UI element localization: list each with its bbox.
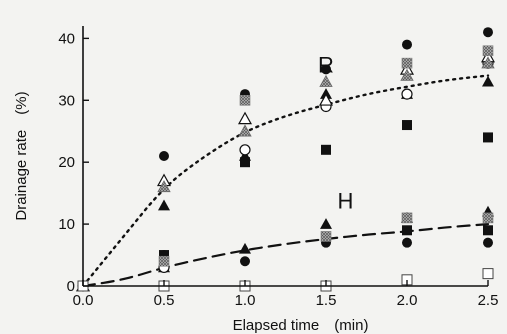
point-filled-square bbox=[402, 225, 412, 236]
point-filled-circle bbox=[483, 237, 493, 248]
point-filled-square bbox=[321, 144, 331, 155]
point-filled-square bbox=[483, 225, 493, 236]
x-tick-label: 1.5 bbox=[316, 292, 337, 309]
point-hatched-square bbox=[158, 255, 170, 267]
point-hatched-square bbox=[239, 94, 251, 106]
point-hatched-square bbox=[482, 212, 494, 224]
point-filled-square bbox=[159, 250, 169, 261]
x-tick-label: 0.0 bbox=[73, 292, 94, 309]
point-open-triangle bbox=[318, 93, 334, 106]
x-axis-ticks: 0.0 0.5 1.0 1.5 2.0 2.5 bbox=[73, 280, 499, 309]
point-hatched-triangle bbox=[481, 56, 495, 69]
point-hatched-triangle bbox=[400, 68, 414, 81]
point-filled-square bbox=[483, 132, 493, 143]
point-filled-circle bbox=[483, 27, 493, 38]
point-open-square bbox=[482, 268, 494, 280]
y-tick-label: 40 bbox=[58, 30, 75, 47]
point-filled-circle bbox=[402, 237, 412, 248]
y-axis-ticks: 0 10 20 30 40 bbox=[58, 30, 89, 295]
point-filled-circle bbox=[402, 39, 412, 50]
point-filled-square bbox=[402, 120, 412, 131]
x-tick-label: 2.5 bbox=[478, 292, 499, 309]
point-hatched-triangle bbox=[238, 124, 252, 137]
point-filled-triangle bbox=[482, 75, 494, 87]
point-hatched-square bbox=[401, 212, 413, 224]
point-open-circle bbox=[401, 88, 413, 100]
curve-r bbox=[81, 74, 490, 288]
point-hatched-square bbox=[320, 231, 332, 242]
point-hatched-square bbox=[482, 45, 494, 57]
point-hatched-triangle bbox=[157, 180, 171, 193]
curve-label-r: R bbox=[318, 52, 334, 77]
fitted-curves bbox=[81, 74, 490, 288]
y-tick-label: 30 bbox=[58, 92, 75, 109]
x-axis-title: Elapsed time (min) bbox=[233, 317, 369, 334]
x-tick-label: 2.0 bbox=[397, 292, 418, 309]
point-filled-circle bbox=[240, 256, 250, 267]
point-filled-triangle bbox=[239, 242, 251, 254]
point-open-triangle bbox=[237, 111, 253, 125]
point-open-circle bbox=[239, 144, 251, 156]
point-filled-circle bbox=[159, 151, 169, 161]
curve-labels: RH bbox=[318, 52, 353, 213]
y-tick-label: 0 bbox=[67, 278, 75, 295]
data-points bbox=[75, 27, 496, 292]
point-filled-triangle bbox=[158, 199, 170, 211]
y-axis-title: Drainage rate (%) bbox=[13, 91, 30, 220]
y-tick-label: 10 bbox=[58, 216, 75, 233]
y-tick-label: 20 bbox=[58, 154, 75, 171]
point-filled-triangle bbox=[320, 218, 332, 229]
point-filled-circle bbox=[321, 64, 331, 75]
point-hatched-triangle bbox=[319, 74, 333, 87]
curve-h bbox=[81, 222, 490, 288]
x-tick-label: 0.5 bbox=[154, 292, 175, 309]
point-hatched-square bbox=[401, 57, 413, 69]
point-filled-square bbox=[240, 157, 250, 168]
curve-label-h: H bbox=[337, 189, 353, 214]
x-tick-label: 1.0 bbox=[235, 292, 256, 309]
